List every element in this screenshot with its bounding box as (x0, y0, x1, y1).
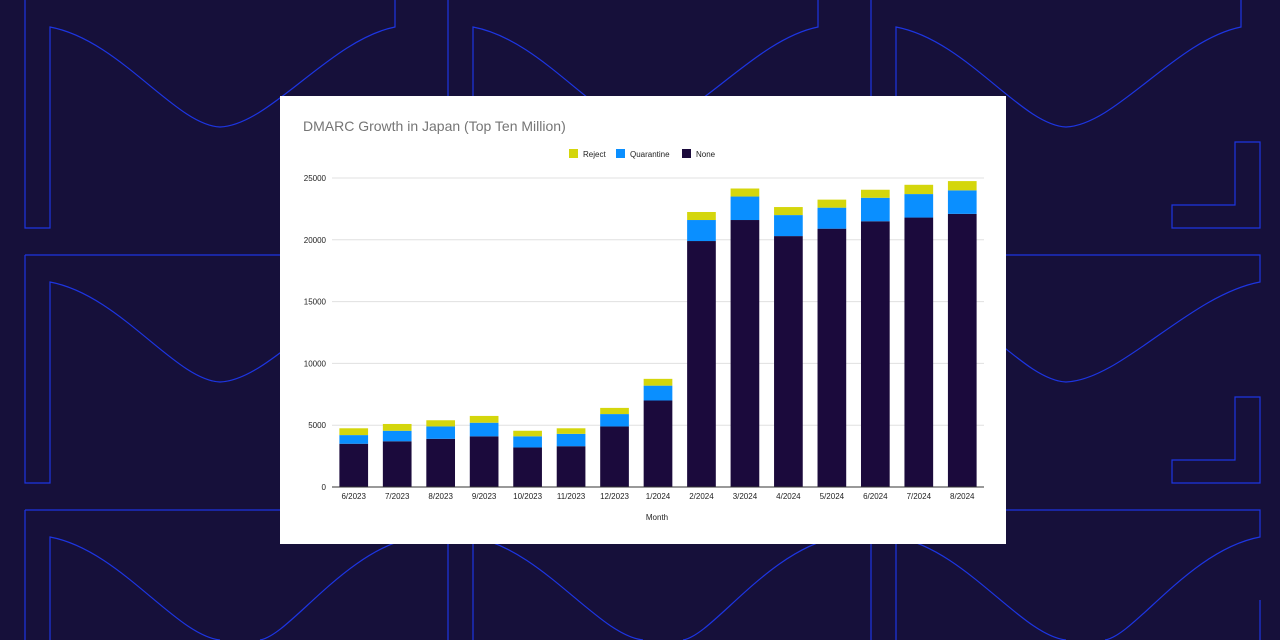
x-tick-label: 12/2023 (600, 492, 629, 501)
bar-none-6-2023 (339, 443, 369, 487)
bar-reject-3-2024 (730, 188, 760, 197)
bar-quarantine-11-2023 (556, 433, 586, 447)
bar-none-10-2023 (513, 447, 542, 487)
bar-reject-10-2023 (513, 430, 542, 437)
y-tick-label: 20000 (304, 236, 327, 245)
bar-quarantine-7-2024 (904, 194, 934, 218)
bar-none-7-2024 (904, 217, 934, 487)
bar-none-12-2023 (600, 426, 629, 487)
x-tick-label: 6/2024 (863, 492, 888, 501)
x-tick-label: 7/2024 (907, 492, 932, 501)
bar-quarantine-1-2024 (643, 385, 673, 401)
bar-quarantine-8-2024 (947, 190, 977, 214)
x-tick-label: 4/2024 (776, 492, 801, 501)
bars (339, 181, 977, 488)
bar-none-7-2023 (382, 441, 412, 487)
chart-card: DMARC Growth in Japan (Top Ten Million) … (280, 96, 1006, 544)
bar-reject-12-2023 (600, 407, 629, 415)
bar-reject-11-2023 (556, 428, 586, 434)
bar-quarantine-6-2023 (339, 435, 369, 444)
bar-none-11-2023 (556, 446, 586, 487)
bar-quarantine-9-2023 (469, 422, 499, 437)
bar-none-2-2024 (687, 241, 716, 487)
x-tick-label: 9/2023 (472, 492, 497, 501)
x-tick-label: 1/2024 (646, 492, 671, 501)
y-tick-label: 25000 (304, 174, 327, 183)
bar-none-4-2024 (774, 236, 803, 487)
x-tick-label: 11/2023 (557, 492, 586, 501)
bar-quarantine-10-2023 (513, 436, 542, 448)
legend-swatch-reject (569, 149, 578, 158)
y-tick-label: 10000 (304, 359, 327, 368)
x-tick-label: 5/2024 (820, 492, 845, 501)
x-tick-label: 10/2023 (513, 492, 542, 501)
legend-label-none: None (696, 150, 716, 159)
bar-none-5-2024 (817, 228, 847, 487)
stacked-bar-chart: DMARC Growth in Japan (Top Ten Million) … (303, 118, 984, 522)
y-axis-ticks: 0 5000 10000 15000 20000 25000 (304, 174, 327, 492)
bar-quarantine-2-2024 (687, 220, 716, 242)
bar-reject-8-2023 (426, 420, 456, 427)
x-tick-label: 2/2024 (689, 492, 714, 501)
bar-none-6-2024 (860, 221, 890, 487)
bar-reject-6-2024 (860, 189, 890, 198)
legend-swatch-none (682, 149, 691, 158)
x-tick-label: 8/2024 (950, 492, 975, 501)
bar-reject-1-2024 (643, 378, 673, 386)
bar-quarantine-5-2024 (817, 207, 847, 229)
bar-reject-2-2024 (687, 211, 716, 221)
chart-title: DMARC Growth in Japan (Top Ten Million) (303, 118, 566, 134)
bar-reject-8-2024 (947, 181, 977, 191)
legend-swatch-quarantine (616, 149, 625, 158)
x-tick-label: 7/2023 (385, 492, 410, 501)
bar-reject-7-2023 (382, 423, 412, 431)
bar-quarantine-8-2023 (426, 426, 456, 439)
bar-reject-7-2024 (904, 184, 934, 195)
y-tick-label: 5000 (308, 421, 326, 430)
bar-reject-6-2023 (339, 428, 369, 436)
bar-none-8-2023 (426, 438, 456, 487)
bar-quarantine-7-2023 (382, 430, 412, 442)
x-tick-label: 8/2023 (428, 492, 453, 501)
y-tick-label: 0 (322, 483, 327, 492)
bar-none-3-2024 (730, 220, 760, 488)
bar-none-1-2024 (643, 400, 673, 487)
x-axis-ticks: 6/2023 7/2023 8/2023 9/2023 10/2023 11/2023 12… (341, 492, 975, 501)
x-axis-title: Month (646, 513, 668, 522)
legend-label-reject: Reject (583, 150, 606, 159)
bar-reject-9-2023 (469, 415, 499, 423)
bar-quarantine-4-2024 (774, 215, 803, 237)
x-tick-label: 3/2024 (733, 492, 758, 501)
x-tick-label: 6/2023 (341, 492, 366, 501)
bar-quarantine-12-2023 (600, 414, 629, 427)
bar-reject-5-2024 (817, 199, 847, 208)
bar-quarantine-3-2024 (730, 196, 760, 221)
legend-label-quarantine: Quarantine (630, 150, 670, 159)
bar-none-8-2024 (947, 213, 977, 487)
legend: Reject Quarantine None (569, 149, 716, 159)
bar-none-9-2023 (469, 436, 499, 487)
bar-reject-4-2024 (774, 207, 803, 216)
bar-quarantine-6-2024 (860, 197, 890, 222)
y-tick-label: 15000 (304, 298, 327, 307)
